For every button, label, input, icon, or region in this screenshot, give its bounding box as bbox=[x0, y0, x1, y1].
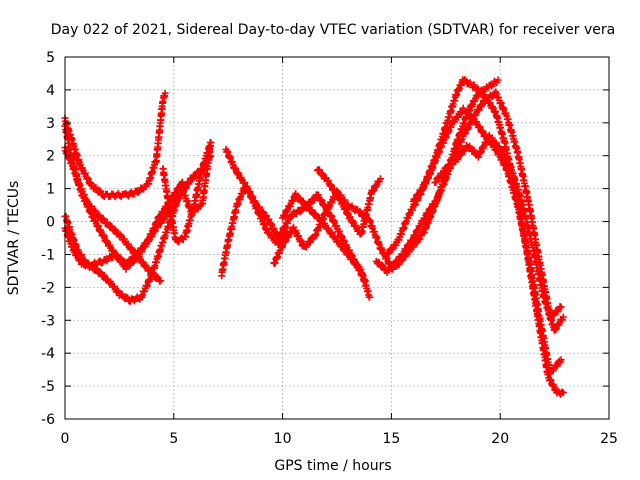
x-tick-label: 10 bbox=[274, 431, 292, 447]
y-tick-label: 5 bbox=[46, 50, 55, 66]
y-tick-label: 0 bbox=[46, 215, 55, 231]
y-tick-label: -3 bbox=[41, 313, 55, 329]
x-axis-label: GPS time / hours bbox=[274, 458, 391, 474]
data-series-track-p bbox=[431, 131, 567, 334]
data-series-track-f bbox=[159, 152, 215, 246]
chart-title: Day 022 of 2021, Sidereal Day-to-day VTE… bbox=[51, 22, 615, 38]
x-tick-label: 5 bbox=[169, 431, 178, 447]
y-tick-label: 1 bbox=[46, 182, 55, 198]
x-tick-label: 15 bbox=[382, 431, 400, 447]
y-tick-label: -6 bbox=[41, 412, 55, 428]
y-tick-label: -2 bbox=[41, 280, 55, 296]
x-tick-label: 25 bbox=[600, 431, 618, 447]
y-axis-label: SDTVAR / TECUs bbox=[6, 181, 22, 296]
y-tick-label: 3 bbox=[46, 116, 55, 132]
data-series-track-k bbox=[313, 166, 384, 238]
x-tick-label: 20 bbox=[491, 431, 509, 447]
data-series-track-j bbox=[279, 190, 374, 301]
y-tick-label: -1 bbox=[41, 247, 55, 263]
y-tick-label: 2 bbox=[46, 149, 55, 165]
y-tick-label: -4 bbox=[41, 346, 55, 362]
plot-frame bbox=[64, 56, 610, 420]
x-tick-label: 0 bbox=[61, 431, 70, 447]
axis-ticks: 0 5 10 15 20 25 -6 -5 -4 -3 -2 -1 0 1 2 3 4 5 bbox=[41, 50, 618, 447]
y-tick-label: -5 bbox=[41, 379, 55, 395]
y-tick-label: 4 bbox=[46, 83, 55, 99]
